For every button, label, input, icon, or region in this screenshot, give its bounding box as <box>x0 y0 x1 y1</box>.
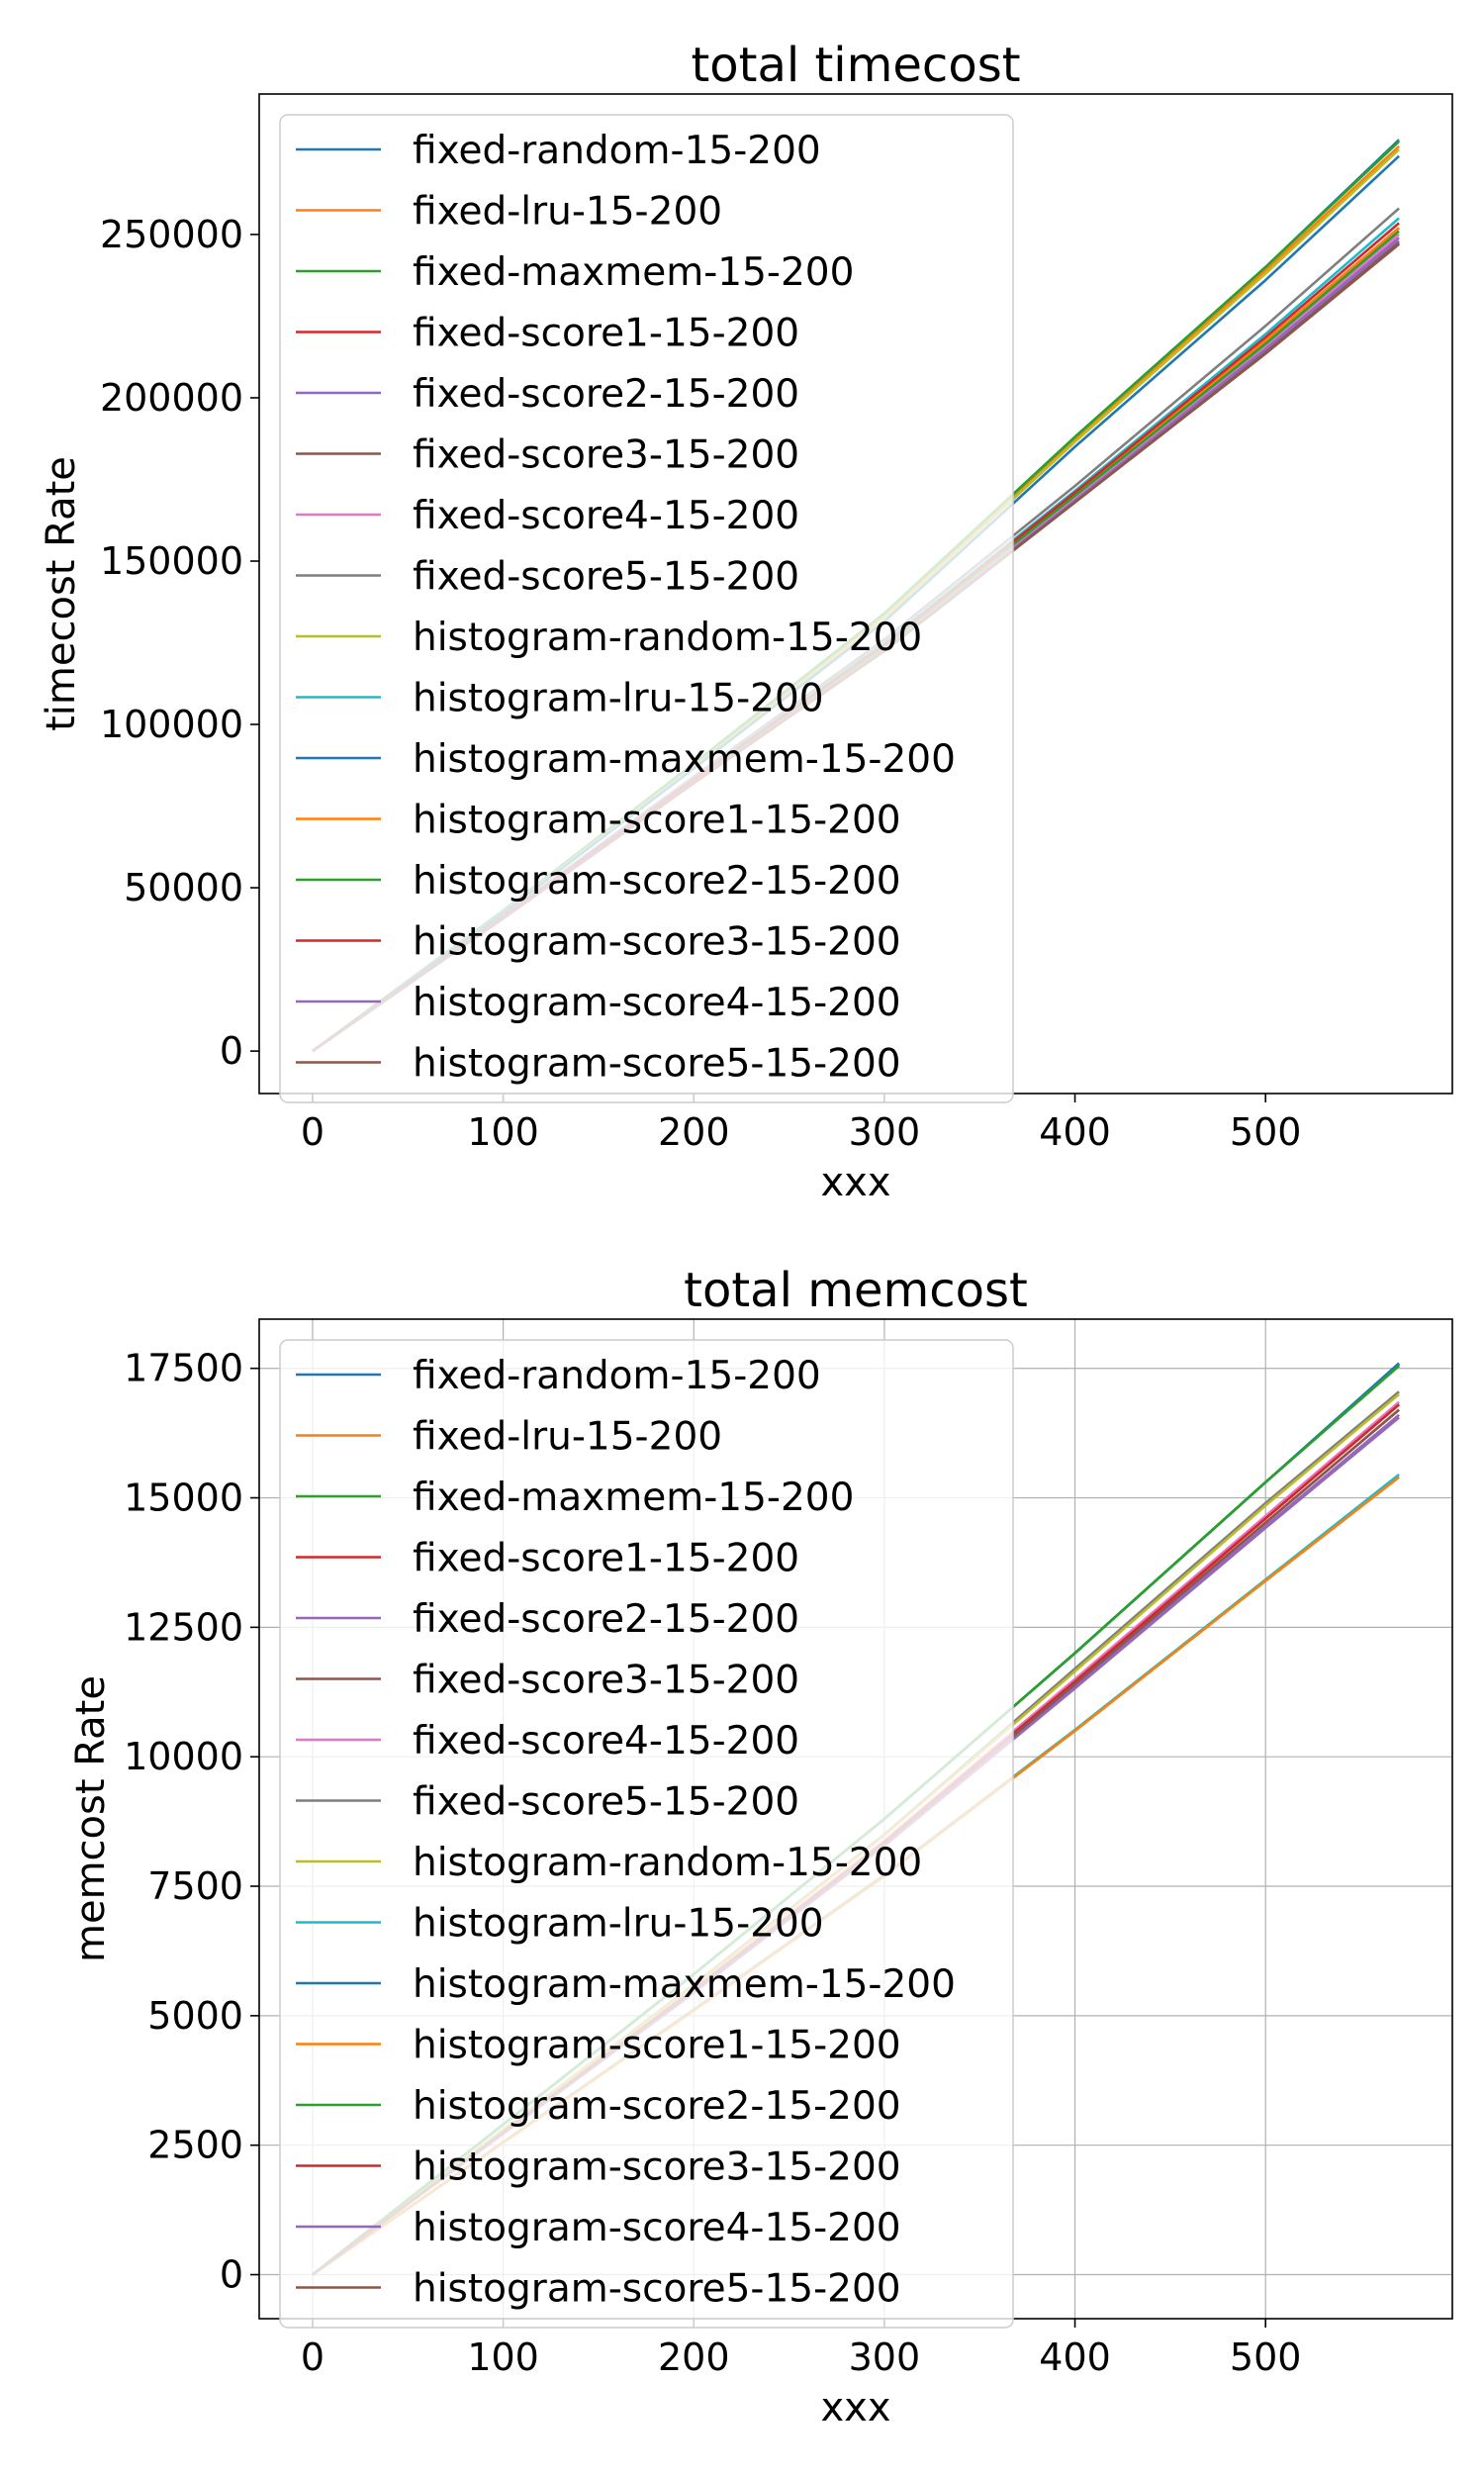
legend-box <box>279 1339 1014 2329</box>
x-tick-label: 0 <box>301 1110 325 1154</box>
y-tick-label: 100000 <box>100 703 243 746</box>
y-tick-label: 15000 <box>124 1477 243 1520</box>
legend-entry: fixed-score4-15-200 <box>413 1719 799 1763</box>
legend-entry: fixed-maxmem-15-200 <box>413 250 854 295</box>
timecost-chart: 0 100 200 300 400 500 0 50000 100000 150000 200000… <box>39 38 1453 1205</box>
y-tick-label: 0 <box>220 2253 243 2297</box>
x-tick-label: 400 <box>1039 2335 1111 2379</box>
y-tick-label: 12500 <box>124 1605 243 1649</box>
legend-entry: histogram-score1-15-200 <box>413 2024 901 2068</box>
y-tick-label: 250000 <box>100 213 243 256</box>
y-axis-label: memcost Rate <box>68 1675 114 1962</box>
legend-entry: fixed-score3-15-200 <box>413 1659 799 1703</box>
y-tick-label: 200000 <box>100 376 243 420</box>
legend-entry: fixed-random-15-200 <box>413 1354 821 1398</box>
x-tick-label: 400 <box>1039 1110 1111 1154</box>
legend-entry: histogram-score1-15-200 <box>413 799 901 843</box>
legend-entry: histogram-score2-15-200 <box>413 859 901 904</box>
chart-title: total memcost <box>684 1263 1028 1318</box>
x-tick-label: 300 <box>849 2335 921 2379</box>
x-tick-label: 100 <box>467 1110 539 1154</box>
legend-entry: histogram-maxmem-15-200 <box>413 1962 956 2007</box>
x-tick-label: 300 <box>849 1110 921 1154</box>
legend-entry: histogram-score4-15-200 <box>413 2206 901 2250</box>
y-tick-label: 50000 <box>124 866 243 909</box>
y-tick-label: 150000 <box>100 539 243 583</box>
legend-entry: fixed-score2-15-200 <box>413 372 799 417</box>
x-axis-label: xxx <box>820 2385 890 2430</box>
legend-entry: histogram-random-15-200 <box>413 1841 922 1885</box>
y-tick-label: 17500 <box>124 1347 243 1390</box>
y-tick-label: 10000 <box>124 1735 243 1778</box>
legend-entry: histogram-score5-15-200 <box>413 2267 901 2312</box>
y-tick-label: 5000 <box>147 1994 243 2038</box>
legend-entry: fixed-lru-15-200 <box>413 1415 722 1460</box>
legend-entry: fixed-maxmem-15-200 <box>413 1476 854 1520</box>
legend: fixed-random-15-200 fixed-lru-15-200 fixed… <box>279 114 1014 1103</box>
y-tick-label: 2500 <box>147 2124 243 2167</box>
legend-entry: fixed-score4-15-200 <box>413 494 799 538</box>
y-tick-label: 7500 <box>147 1864 243 1908</box>
legend-entry: histogram-maxmem-15-200 <box>413 737 956 782</box>
legend-entry: histogram-lru-15-200 <box>413 1902 824 1947</box>
x-tick-label: 500 <box>1230 2335 1302 2379</box>
legend: fixed-random-15-200 fixed-lru-15-200 fixed… <box>279 1339 1014 2329</box>
x-axis-label: xxx <box>820 1160 890 1205</box>
legend-box <box>279 114 1014 1103</box>
legend-entry: fixed-random-15-200 <box>413 129 821 173</box>
legend-entry: fixed-score5-15-200 <box>413 555 799 600</box>
legend-entry: fixed-score3-15-200 <box>413 433 799 478</box>
x-tick-label: 200 <box>658 1110 730 1154</box>
x-tick-label: 0 <box>301 2335 325 2379</box>
y-axis-label: timecost Rate <box>39 456 84 731</box>
memcost-chart: 0 100 200 300 400 500025005000750010000125001… <box>68 1263 1453 2430</box>
x-tick-label: 100 <box>467 2335 539 2379</box>
legend-entry: histogram-score2-15-200 <box>413 2084 901 2129</box>
y-tick-label: 0 <box>220 1029 243 1073</box>
legend-entry: histogram-score5-15-200 <box>413 1042 901 1087</box>
x-tick-label: 500 <box>1230 1110 1302 1154</box>
legend-entry: fixed-score1-15-200 <box>413 1537 799 1581</box>
legend-entry: histogram-random-15-200 <box>413 616 922 660</box>
legend-entry: histogram-score3-15-200 <box>413 920 901 965</box>
legend-entry: fixed-lru-15-200 <box>413 190 722 235</box>
legend-entry: histogram-score3-15-200 <box>413 2145 901 2190</box>
legend-entry: fixed-score1-15-200 <box>413 312 799 356</box>
chart-title: total timecost <box>691 38 1020 93</box>
legend-entry: histogram-score4-15-200 <box>413 981 901 1025</box>
legend-entry: histogram-lru-15-200 <box>413 677 824 721</box>
legend-entry: fixed-score5-15-200 <box>413 1780 799 1825</box>
legend-entry: fixed-score2-15-200 <box>413 1597 799 1642</box>
x-tick-label: 200 <box>658 2335 730 2379</box>
